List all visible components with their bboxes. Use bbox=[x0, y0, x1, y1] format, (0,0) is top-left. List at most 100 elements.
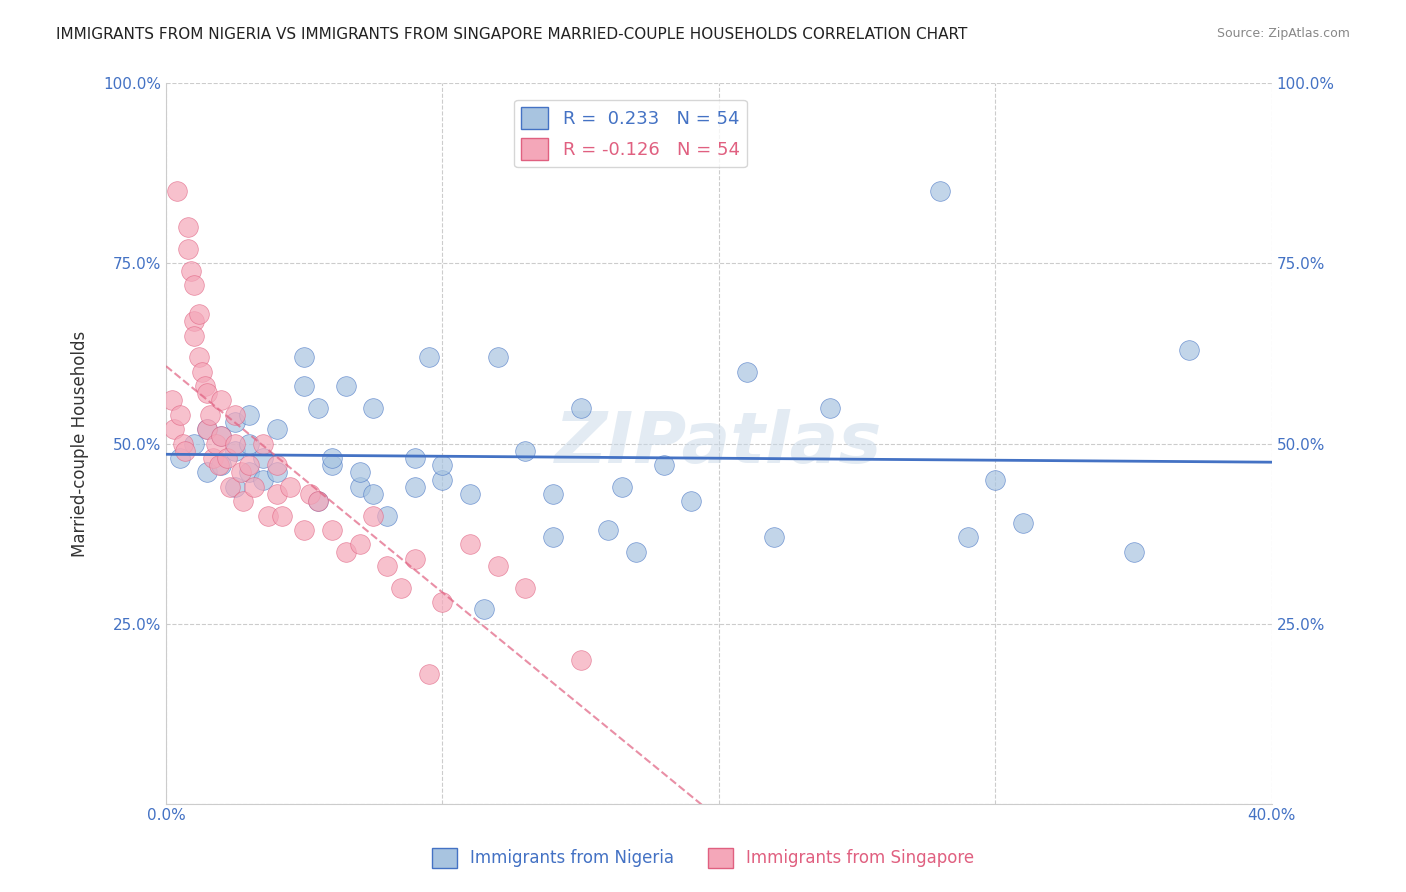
Point bbox=[541, 530, 564, 544]
Point bbox=[292, 379, 315, 393]
Point bbox=[243, 480, 266, 494]
Point bbox=[238, 466, 260, 480]
Point bbox=[209, 429, 232, 443]
Point bbox=[177, 242, 200, 256]
Point bbox=[335, 544, 357, 558]
Point bbox=[486, 558, 509, 573]
Point bbox=[266, 422, 288, 436]
Point bbox=[238, 436, 260, 450]
Point bbox=[956, 530, 979, 544]
Point bbox=[163, 422, 186, 436]
Point bbox=[169, 450, 191, 465]
Point bbox=[375, 508, 398, 523]
Point bbox=[188, 350, 211, 364]
Point bbox=[209, 429, 232, 443]
Point bbox=[624, 544, 647, 558]
Point bbox=[183, 314, 205, 328]
Point bbox=[1178, 343, 1201, 357]
Point bbox=[252, 436, 274, 450]
Point bbox=[232, 494, 254, 508]
Point bbox=[224, 480, 246, 494]
Legend: Immigrants from Nigeria, Immigrants from Singapore: Immigrants from Nigeria, Immigrants from… bbox=[425, 841, 981, 875]
Point bbox=[166, 185, 188, 199]
Point bbox=[280, 480, 302, 494]
Point bbox=[298, 487, 321, 501]
Point bbox=[418, 350, 440, 364]
Point bbox=[432, 473, 454, 487]
Point bbox=[238, 408, 260, 422]
Point bbox=[229, 466, 252, 480]
Point bbox=[735, 364, 758, 378]
Point bbox=[266, 458, 288, 472]
Point bbox=[404, 450, 426, 465]
Point bbox=[612, 480, 634, 494]
Point bbox=[349, 537, 371, 551]
Point bbox=[177, 220, 200, 235]
Point bbox=[292, 350, 315, 364]
Point bbox=[458, 537, 481, 551]
Point bbox=[363, 401, 385, 415]
Point bbox=[180, 263, 202, 277]
Point bbox=[307, 494, 329, 508]
Point bbox=[763, 530, 786, 544]
Point bbox=[224, 408, 246, 422]
Point bbox=[209, 458, 232, 472]
Point bbox=[984, 473, 1007, 487]
Point bbox=[292, 523, 315, 537]
Point bbox=[515, 581, 537, 595]
Text: Source: ZipAtlas.com: Source: ZipAtlas.com bbox=[1216, 27, 1350, 40]
Point bbox=[224, 415, 246, 429]
Point bbox=[818, 401, 841, 415]
Point bbox=[321, 450, 343, 465]
Point bbox=[200, 408, 222, 422]
Legend: R =  0.233   N = 54, R = -0.126   N = 54: R = 0.233 N = 54, R = -0.126 N = 54 bbox=[515, 100, 747, 167]
Point bbox=[252, 450, 274, 465]
Point bbox=[224, 443, 246, 458]
Point bbox=[1012, 516, 1035, 530]
Point bbox=[652, 458, 675, 472]
Point bbox=[197, 466, 219, 480]
Point bbox=[207, 458, 229, 472]
Point bbox=[432, 595, 454, 609]
Point bbox=[681, 494, 703, 508]
Point bbox=[363, 508, 385, 523]
Point bbox=[321, 458, 343, 472]
Point bbox=[389, 581, 412, 595]
Point bbox=[194, 379, 217, 393]
Point bbox=[188, 307, 211, 321]
Point bbox=[929, 185, 952, 199]
Point bbox=[172, 436, 194, 450]
Point bbox=[307, 494, 329, 508]
Point bbox=[174, 443, 197, 458]
Point bbox=[349, 466, 371, 480]
Point bbox=[375, 558, 398, 573]
Point bbox=[472, 602, 495, 616]
Point bbox=[266, 466, 288, 480]
Point bbox=[541, 487, 564, 501]
Point bbox=[486, 350, 509, 364]
Point bbox=[224, 436, 246, 450]
Point bbox=[515, 443, 537, 458]
Point bbox=[569, 401, 592, 415]
Point bbox=[1122, 544, 1144, 558]
Point bbox=[404, 551, 426, 566]
Point bbox=[183, 278, 205, 293]
Point bbox=[418, 667, 440, 681]
Text: ZIPatlas: ZIPatlas bbox=[555, 409, 883, 478]
Point bbox=[201, 450, 224, 465]
Point bbox=[209, 393, 232, 408]
Point bbox=[458, 487, 481, 501]
Point bbox=[432, 458, 454, 472]
Point bbox=[160, 393, 183, 408]
Point bbox=[197, 422, 219, 436]
Point bbox=[238, 458, 260, 472]
Point bbox=[363, 487, 385, 501]
Point bbox=[266, 487, 288, 501]
Point bbox=[349, 480, 371, 494]
Point bbox=[215, 450, 238, 465]
Point bbox=[335, 379, 357, 393]
Point bbox=[404, 480, 426, 494]
Point bbox=[169, 408, 191, 422]
Point bbox=[271, 508, 294, 523]
Text: IMMIGRANTS FROM NIGERIA VS IMMIGRANTS FROM SINGAPORE MARRIED-COUPLE HOUSEHOLDS C: IMMIGRANTS FROM NIGERIA VS IMMIGRANTS FR… bbox=[56, 27, 967, 42]
